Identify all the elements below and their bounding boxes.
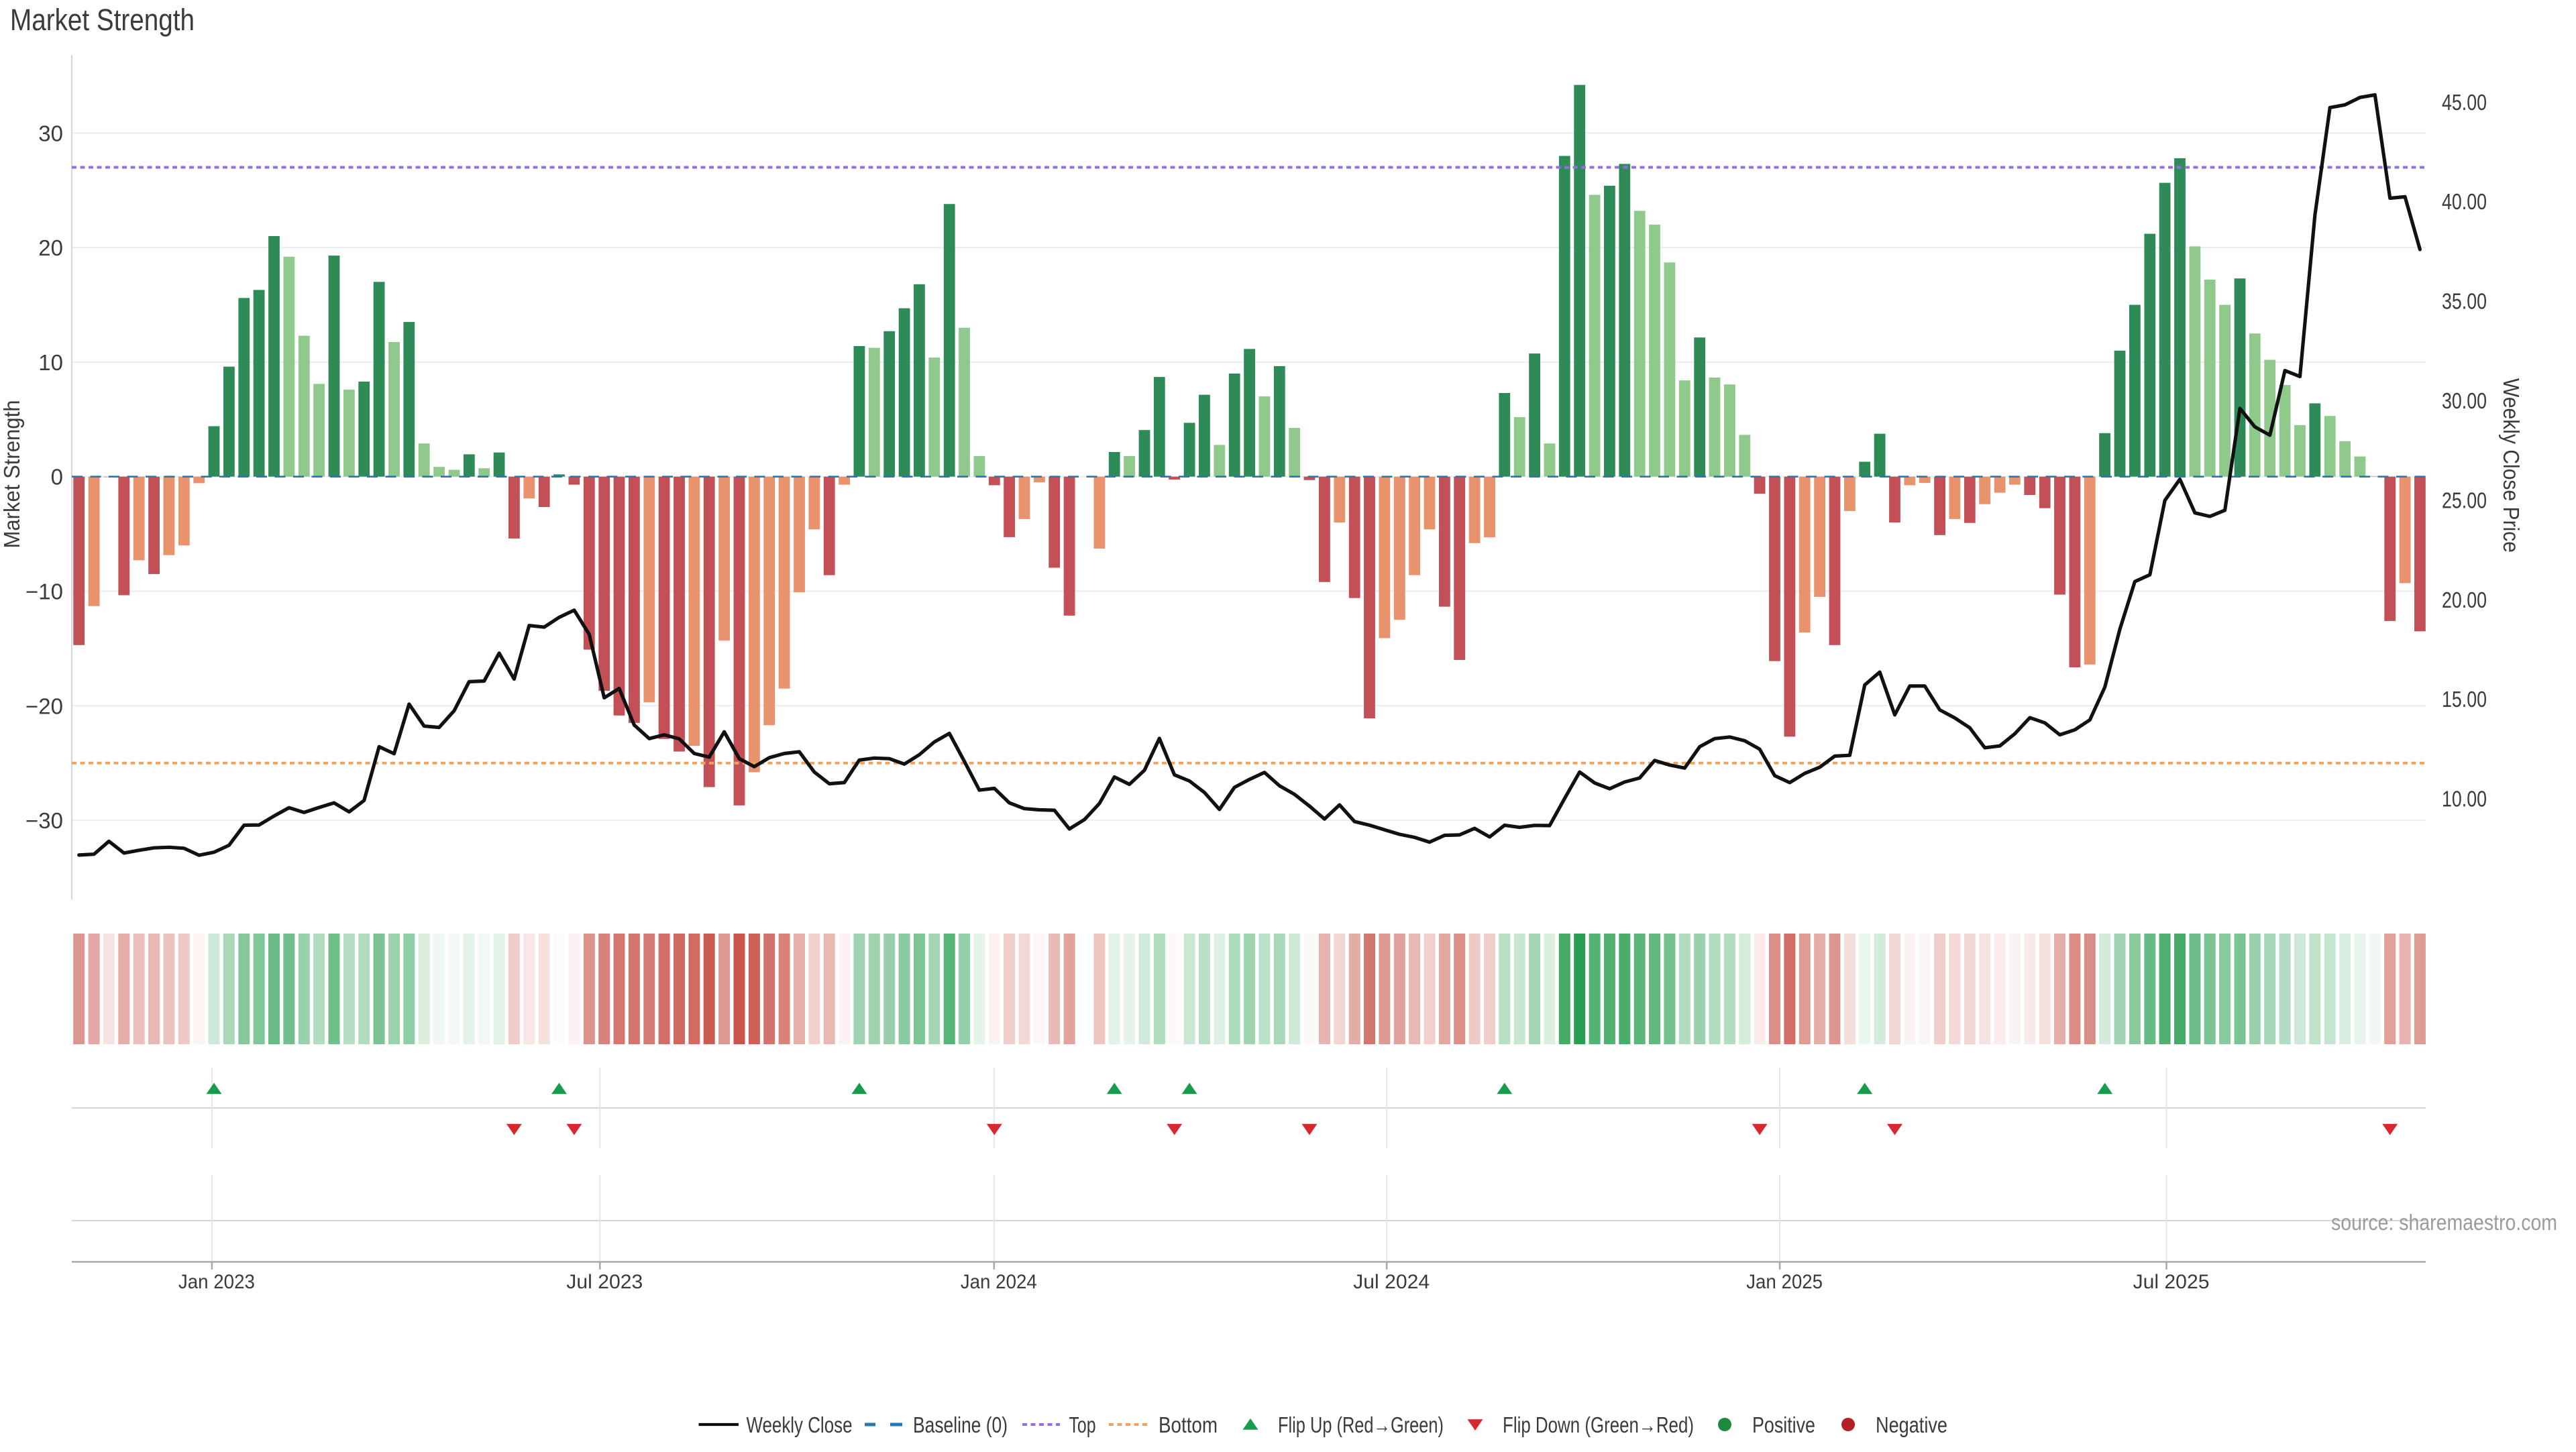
svg-text:10.00: 10.00 <box>2442 787 2487 812</box>
svg-text:30: 30 <box>38 121 63 146</box>
svg-text:Negative: Negative <box>1876 1412 1947 1437</box>
svg-text:Market Strength: Market Strength <box>0 400 24 549</box>
svg-text:20: 20 <box>38 235 63 260</box>
svg-text:Jan 2025: Jan 2025 <box>1746 1271 1823 1293</box>
svg-text:45.00: 45.00 <box>2442 90 2487 115</box>
svg-text:35.00: 35.00 <box>2442 289 2487 314</box>
svg-text:Flip Up (Red→Green): Flip Up (Red→Green) <box>1278 1412 1444 1437</box>
svg-text:25.00: 25.00 <box>2442 488 2487 512</box>
svg-text:−20: −20 <box>25 693 63 718</box>
svg-text:Market Strength: Market Strength <box>10 3 195 37</box>
svg-text:15.00: 15.00 <box>2442 687 2487 712</box>
svg-text:Top: Top <box>1069 1412 1096 1437</box>
svg-text:Weekly Close: Weekly Close <box>747 1412 853 1437</box>
svg-text:40.00: 40.00 <box>2442 189 2487 214</box>
svg-text:Jan 2024: Jan 2024 <box>961 1271 1037 1293</box>
svg-text:Flip Down (Green→Red): Flip Down (Green→Red) <box>1503 1412 1694 1437</box>
svg-text:30.00: 30.00 <box>2442 388 2487 413</box>
svg-text:Positive: Positive <box>1752 1412 1815 1437</box>
svg-text:20.00: 20.00 <box>2442 588 2487 612</box>
svg-text:10: 10 <box>38 350 63 375</box>
svg-text:Jul 2023: Jul 2023 <box>566 1271 643 1293</box>
svg-text:−30: −30 <box>25 808 63 833</box>
svg-text:0: 0 <box>51 465 63 490</box>
svg-text:Jan 2023: Jan 2023 <box>178 1271 255 1293</box>
svg-text:Jul 2025: Jul 2025 <box>2133 1271 2210 1293</box>
svg-text:source: sharemaestro.com: source: sharemaestro.com <box>2331 1210 2557 1235</box>
svg-text:Jul 2024: Jul 2024 <box>1353 1271 1430 1293</box>
svg-text:Bottom: Bottom <box>1159 1412 1218 1437</box>
svg-text:−10: −10 <box>25 579 63 604</box>
svg-text:Baseline (0): Baseline (0) <box>913 1412 1008 1437</box>
svg-text:Weekly Close Price: Weekly Close Price <box>2499 378 2524 553</box>
